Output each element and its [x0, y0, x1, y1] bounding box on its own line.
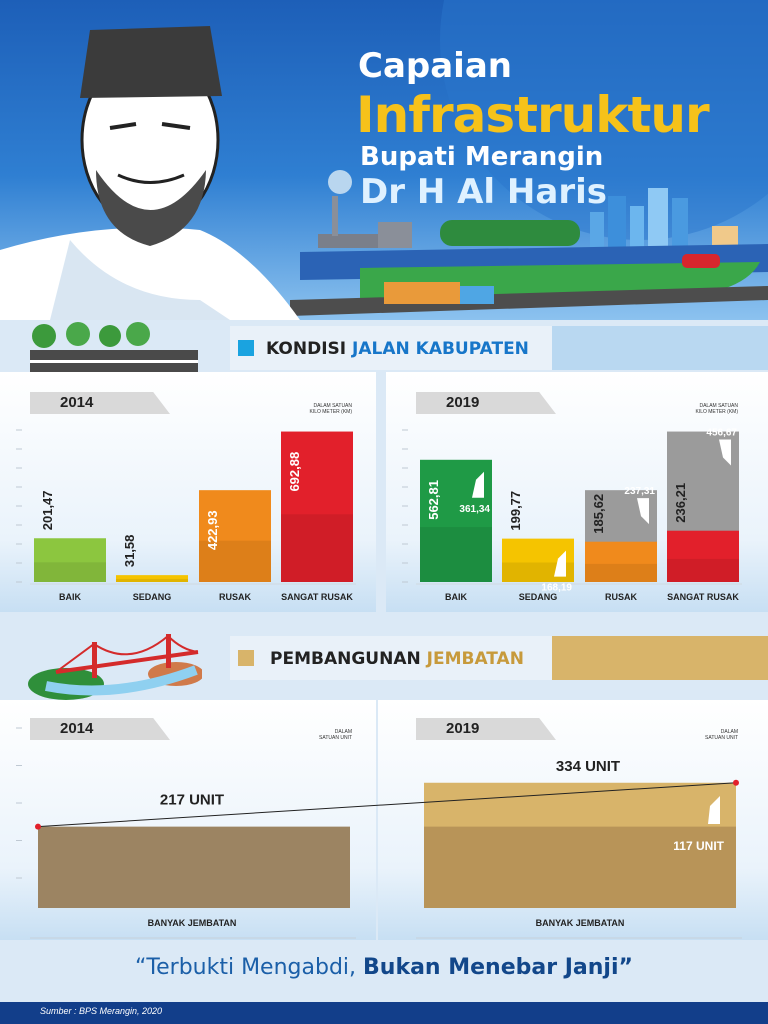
bar-value-label: 31,58 — [122, 535, 137, 568]
change-arrow-down — [637, 498, 649, 525]
bridge-section-marker — [238, 650, 254, 666]
bar-shade — [34, 562, 106, 582]
road-unit-note-2014-line1: DALAM SATUAN — [313, 403, 352, 409]
road-unit-note-2019-line2: KILO METER (KM) — [695, 409, 738, 415]
bridge-unit-note-2019-line1: DALAM — [720, 729, 738, 735]
road-unit-note-2014-line2: KILO METER (KM) — [309, 409, 352, 415]
source-note: Sumber : BPS Merangin, 2020 — [40, 1006, 163, 1016]
bridge-unit-note-2014-line2: SATUAN UNIT — [319, 735, 352, 741]
trend-point-end — [733, 779, 739, 786]
road-year-tab-2019: 2019 — [416, 392, 556, 414]
change-arrow-up — [472, 471, 484, 498]
bar-value-label: 201,47 — [40, 490, 55, 530]
change-label: 456,67 — [706, 428, 737, 439]
road-year-tab-2014: 2014 — [30, 392, 170, 414]
bridge-bar-2019-previous — [424, 826, 736, 908]
bridge-illustration — [26, 630, 204, 702]
category-label: RUSAK — [605, 592, 638, 602]
road-title-part2: JALAN KABUPATEN — [352, 339, 529, 359]
bridge-unit-note-2019: DALAM SATUAN UNIT — [668, 729, 738, 741]
footer-bar — [0, 1002, 768, 1024]
road-unit-note-2014: DALAM SATUAN KILO METER (KM) — [282, 403, 352, 415]
bridge-section-bar — [230, 636, 552, 680]
trend-point-start — [35, 823, 41, 830]
bar-shade — [420, 527, 492, 582]
bar-value-label: 422,93 — [205, 510, 220, 550]
bar-value-label: 199,77 — [508, 491, 523, 531]
bar-shade — [585, 563, 657, 582]
slogan-quote: “Terbukti Mengabdi, Bukan Menebar Janji” — [0, 955, 768, 980]
header-title-line2: Infrastruktur — [356, 86, 710, 144]
header-banner: Capaian Infrastruktur Bupati Merangin Dr… — [0, 0, 768, 320]
road-illustration — [30, 322, 198, 374]
bridge-year-tab-2014: 2014 — [30, 718, 170, 740]
bar-value-label: 236,21 — [673, 483, 688, 523]
bar-shade — [116, 578, 188, 582]
header-title-line1: Capaian — [358, 46, 512, 86]
road-section-bar-end — [552, 326, 768, 370]
slogan-part2: Bukan Menebar Janji” — [363, 955, 633, 980]
bar-sangat-rusak — [667, 530, 739, 582]
bar-value-label: 185,62 — [591, 494, 606, 534]
slogan-part1: “Terbukti Mengabdi, — [135, 955, 364, 980]
header-title-line3: Bupati Merangin — [360, 142, 604, 172]
category-label: BAIK — [59, 592, 81, 602]
category-label: SEDANG — [133, 592, 172, 602]
road-section-title: KONDISI JALAN KABUPATEN — [266, 339, 529, 359]
bar-rusak — [199, 490, 271, 582]
category-label: SEDANG — [519, 592, 558, 602]
change-arrow-up — [554, 550, 566, 577]
bar-shade — [281, 514, 353, 582]
bar-value-label: 692,88 — [287, 452, 302, 492]
bar-shade — [199, 540, 271, 582]
road-title-part1: KONDISI — [266, 339, 347, 359]
change-label: 237,31 — [624, 486, 655, 497]
bar-baik — [34, 538, 106, 582]
road-chart-2014: 201,47 BAIK 31,58 SEDANG 422,93 RUSAK 692,88 SA… — [16, 429, 356, 602]
bridge-unit-note-2014-line1: DALAM — [334, 729, 352, 735]
bar-sedang — [116, 575, 188, 582]
bridge-value-label-2014: 217 UNIT — [160, 792, 224, 809]
bar-shade — [667, 558, 739, 582]
header-title-line4: Dr H Al Haris — [360, 172, 607, 212]
road-section-marker — [238, 340, 254, 356]
change-arrow-down — [719, 439, 731, 466]
bar-shade — [502, 562, 574, 582]
bridge-bar-2014 — [38, 826, 350, 908]
category-label: BAIK — [445, 592, 467, 602]
category-label: SANGAT RUSAK — [281, 592, 353, 602]
road-unit-note-2019: DALAM SATUAN KILO METER (KM) — [668, 403, 738, 415]
bar-sangat-rusak — [281, 431, 353, 582]
header-illustration — [0, 0, 768, 320]
bridge-title-part2: JEMBATAN — [426, 649, 524, 669]
bridge-value-label-2019: 334 UNIT — [556, 758, 620, 775]
bridge-year-tab-2019: 2019 — [416, 718, 556, 740]
trend-line — [37, 782, 737, 828]
change-label: 168,19 — [541, 583, 572, 594]
change-label: 361,34 — [459, 504, 490, 515]
change-arrow-up — [708, 796, 720, 824]
road-section-bar — [230, 326, 552, 370]
bridge-unit-note-2019-line2: SATUAN UNIT — [705, 735, 738, 741]
bridge-change-label: 117 UNIT — [673, 839, 724, 853]
bridge-category-label-2014: BANYAK JEMBATAN — [148, 918, 237, 928]
bar-value-label: 562,81 — [426, 480, 441, 520]
bridge-category-label-2019: BANYAK JEMBATAN — [536, 918, 625, 928]
bridge-unit-note-2014: DALAM SATUAN UNIT — [282, 729, 352, 741]
bridge-section-title: PEMBANGUNAN JEMBATAN — [270, 649, 524, 669]
bar-rusak — [585, 541, 657, 582]
road-unit-note-2019-line1: DALAM SATUAN — [699, 403, 738, 409]
bridge-section-bar-end — [552, 636, 768, 680]
bridge-title-part1: PEMBANGUNAN — [270, 649, 421, 669]
category-label: RUSAK — [219, 592, 252, 602]
bridge-chart: 217 UNIT 334 UNIT 117 UNIT BANYAK JEMBATAN B… — [16, 727, 742, 939]
category-label: SANGAT RUSAK — [667, 592, 739, 602]
